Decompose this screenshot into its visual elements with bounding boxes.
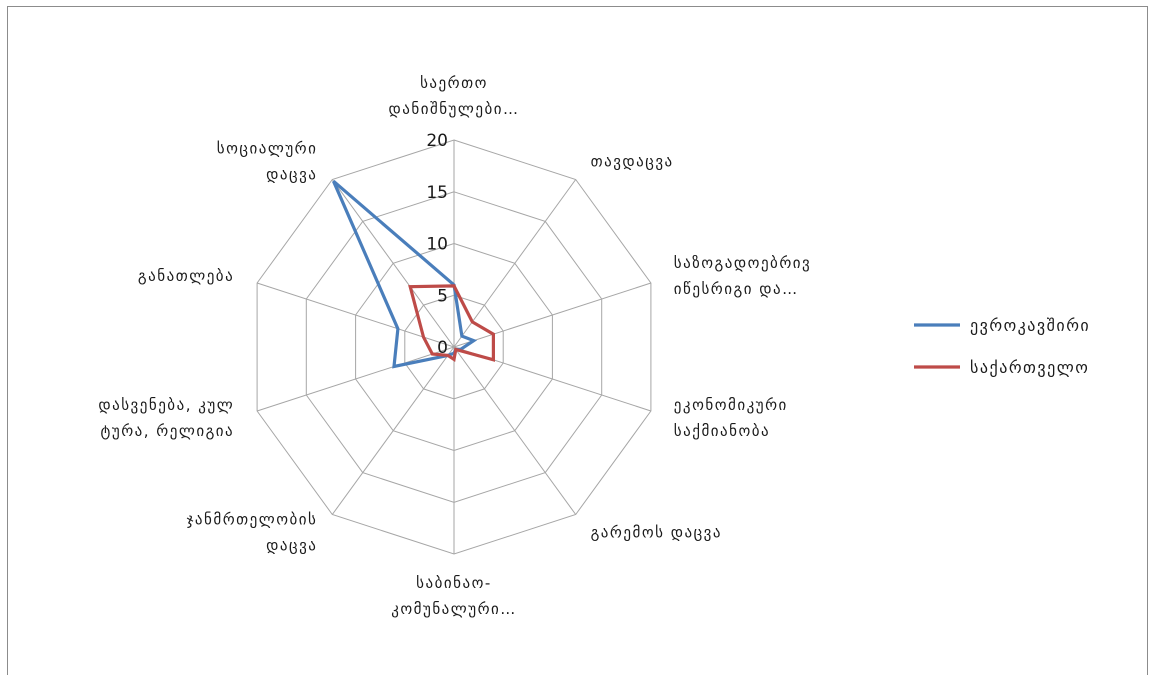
legend: ევროკავშირი საქართველო (914, 316, 1090, 377)
legend-label-1: ევროკავშირი (970, 316, 1090, 335)
grid-spoke (331, 346, 455, 515)
legend-label-2: საქართველო (970, 358, 1089, 377)
tick-label: 5 (437, 286, 448, 306)
chart-frame (7, 6, 1148, 675)
grid-spoke (256, 282, 455, 348)
category-label: ეკონომიკური საქმიანობა (674, 396, 788, 440)
grid-spoke (331, 179, 455, 348)
category-label: დასვენება, კულ ტურა, რელიგია (98, 396, 234, 440)
tick-label: 0 (437, 338, 448, 358)
tick-label: 20 (426, 131, 448, 151)
grid-spoke (453, 179, 577, 348)
radar-spokes (256, 140, 652, 554)
grid-spoke (453, 346, 577, 515)
tick-label: 15 (426, 183, 448, 203)
category-label: სოციალური დაცვა (217, 140, 318, 184)
series-line-1 (332, 179, 478, 369)
tick-label: 10 (426, 235, 448, 255)
grid-spoke (256, 346, 455, 412)
category-label: ჯანმრთელობის დაცვა (187, 510, 318, 554)
grid-spoke (453, 282, 652, 348)
category-label: გარემოს დაცვა (591, 523, 722, 541)
category-label: თავდაცვა (591, 153, 674, 171)
series-layer (332, 179, 495, 369)
category-label: საზოგადოებრივ იწესრიგი და… (674, 254, 811, 298)
radial-tick-labels: 0 5 10 15 20 (426, 131, 448, 358)
category-labels: საერთო დანიშნულები… თავდაცვა საზოგადოებრივ ი… (98, 74, 811, 618)
series-line-2 (408, 284, 495, 363)
category-label: საბინაო-კომუნალური… (391, 574, 517, 618)
category-label: საერთო დანიშნულები… (388, 74, 519, 118)
category-label: განათლება (138, 267, 234, 285)
